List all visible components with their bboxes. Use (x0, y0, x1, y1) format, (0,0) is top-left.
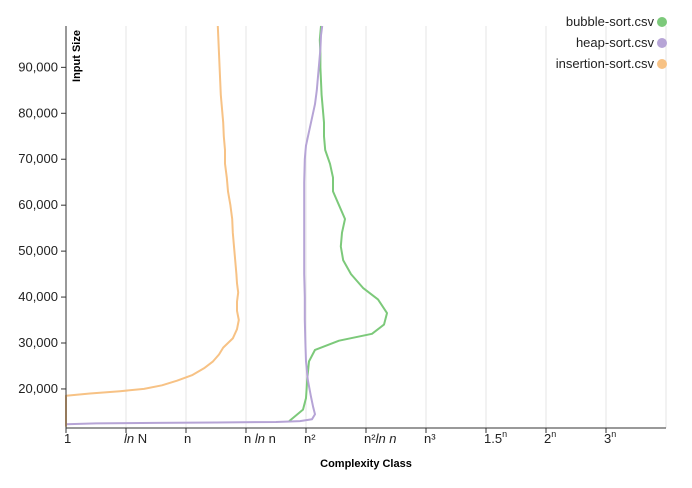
y-tick-label: 70,000 (18, 151, 58, 166)
legend-label: bubble-sort.csv (566, 14, 655, 29)
legend: bubble-sort.csv heap-sort.csv insertion-so… (556, 14, 667, 71)
legend-swatch (657, 38, 667, 48)
legend-label: heap-sort.csv (576, 35, 655, 50)
x-tick-label: 2n (544, 429, 556, 446)
series-line-1 (65, 25, 324, 426)
legend-label: insertion-sort.csv (556, 56, 655, 71)
y-tick-label: 50,000 (18, 243, 58, 258)
x-tick-label: n³ (424, 431, 436, 446)
y-tick-label: 90,000 (18, 59, 58, 74)
y-axis: 20,000 30,000 40,000 50,000 60,000 70,000 80,0… (18, 26, 67, 428)
y-tick-label: 80,000 (18, 105, 58, 120)
y-tick-label: 40,000 (18, 289, 58, 304)
x-tick-label: 1.5n (484, 429, 507, 446)
x-tick-label: n (184, 431, 191, 446)
x-tick-label: n ln n (244, 431, 276, 446)
x-tick-label: n² (304, 431, 316, 446)
legend-swatch (657, 17, 667, 27)
x-tick-label: ln N (124, 431, 147, 446)
series-line-2 (65, 25, 240, 427)
y-axis-title: Input Size (71, 30, 83, 82)
y-tick-label: 60,000 (18, 197, 58, 212)
x-tick-label: n²ln n (364, 431, 397, 446)
vertical-grid (65, 26, 667, 428)
series-line-0 (288, 25, 388, 422)
x-axis: 1 ln N n n ln n n² n²ln n n³ 1.5n 2n 3n (64, 427, 666, 446)
x-tick-label: 3n (604, 429, 616, 446)
y-tick-label: 20,000 (18, 381, 58, 396)
x-axis-title: Complexity Class (320, 458, 412, 470)
series-lines (65, 25, 388, 427)
legend-swatch (657, 59, 667, 69)
y-tick-label: 30,000 (18, 335, 58, 350)
x-tick-label: 1 (64, 431, 71, 446)
